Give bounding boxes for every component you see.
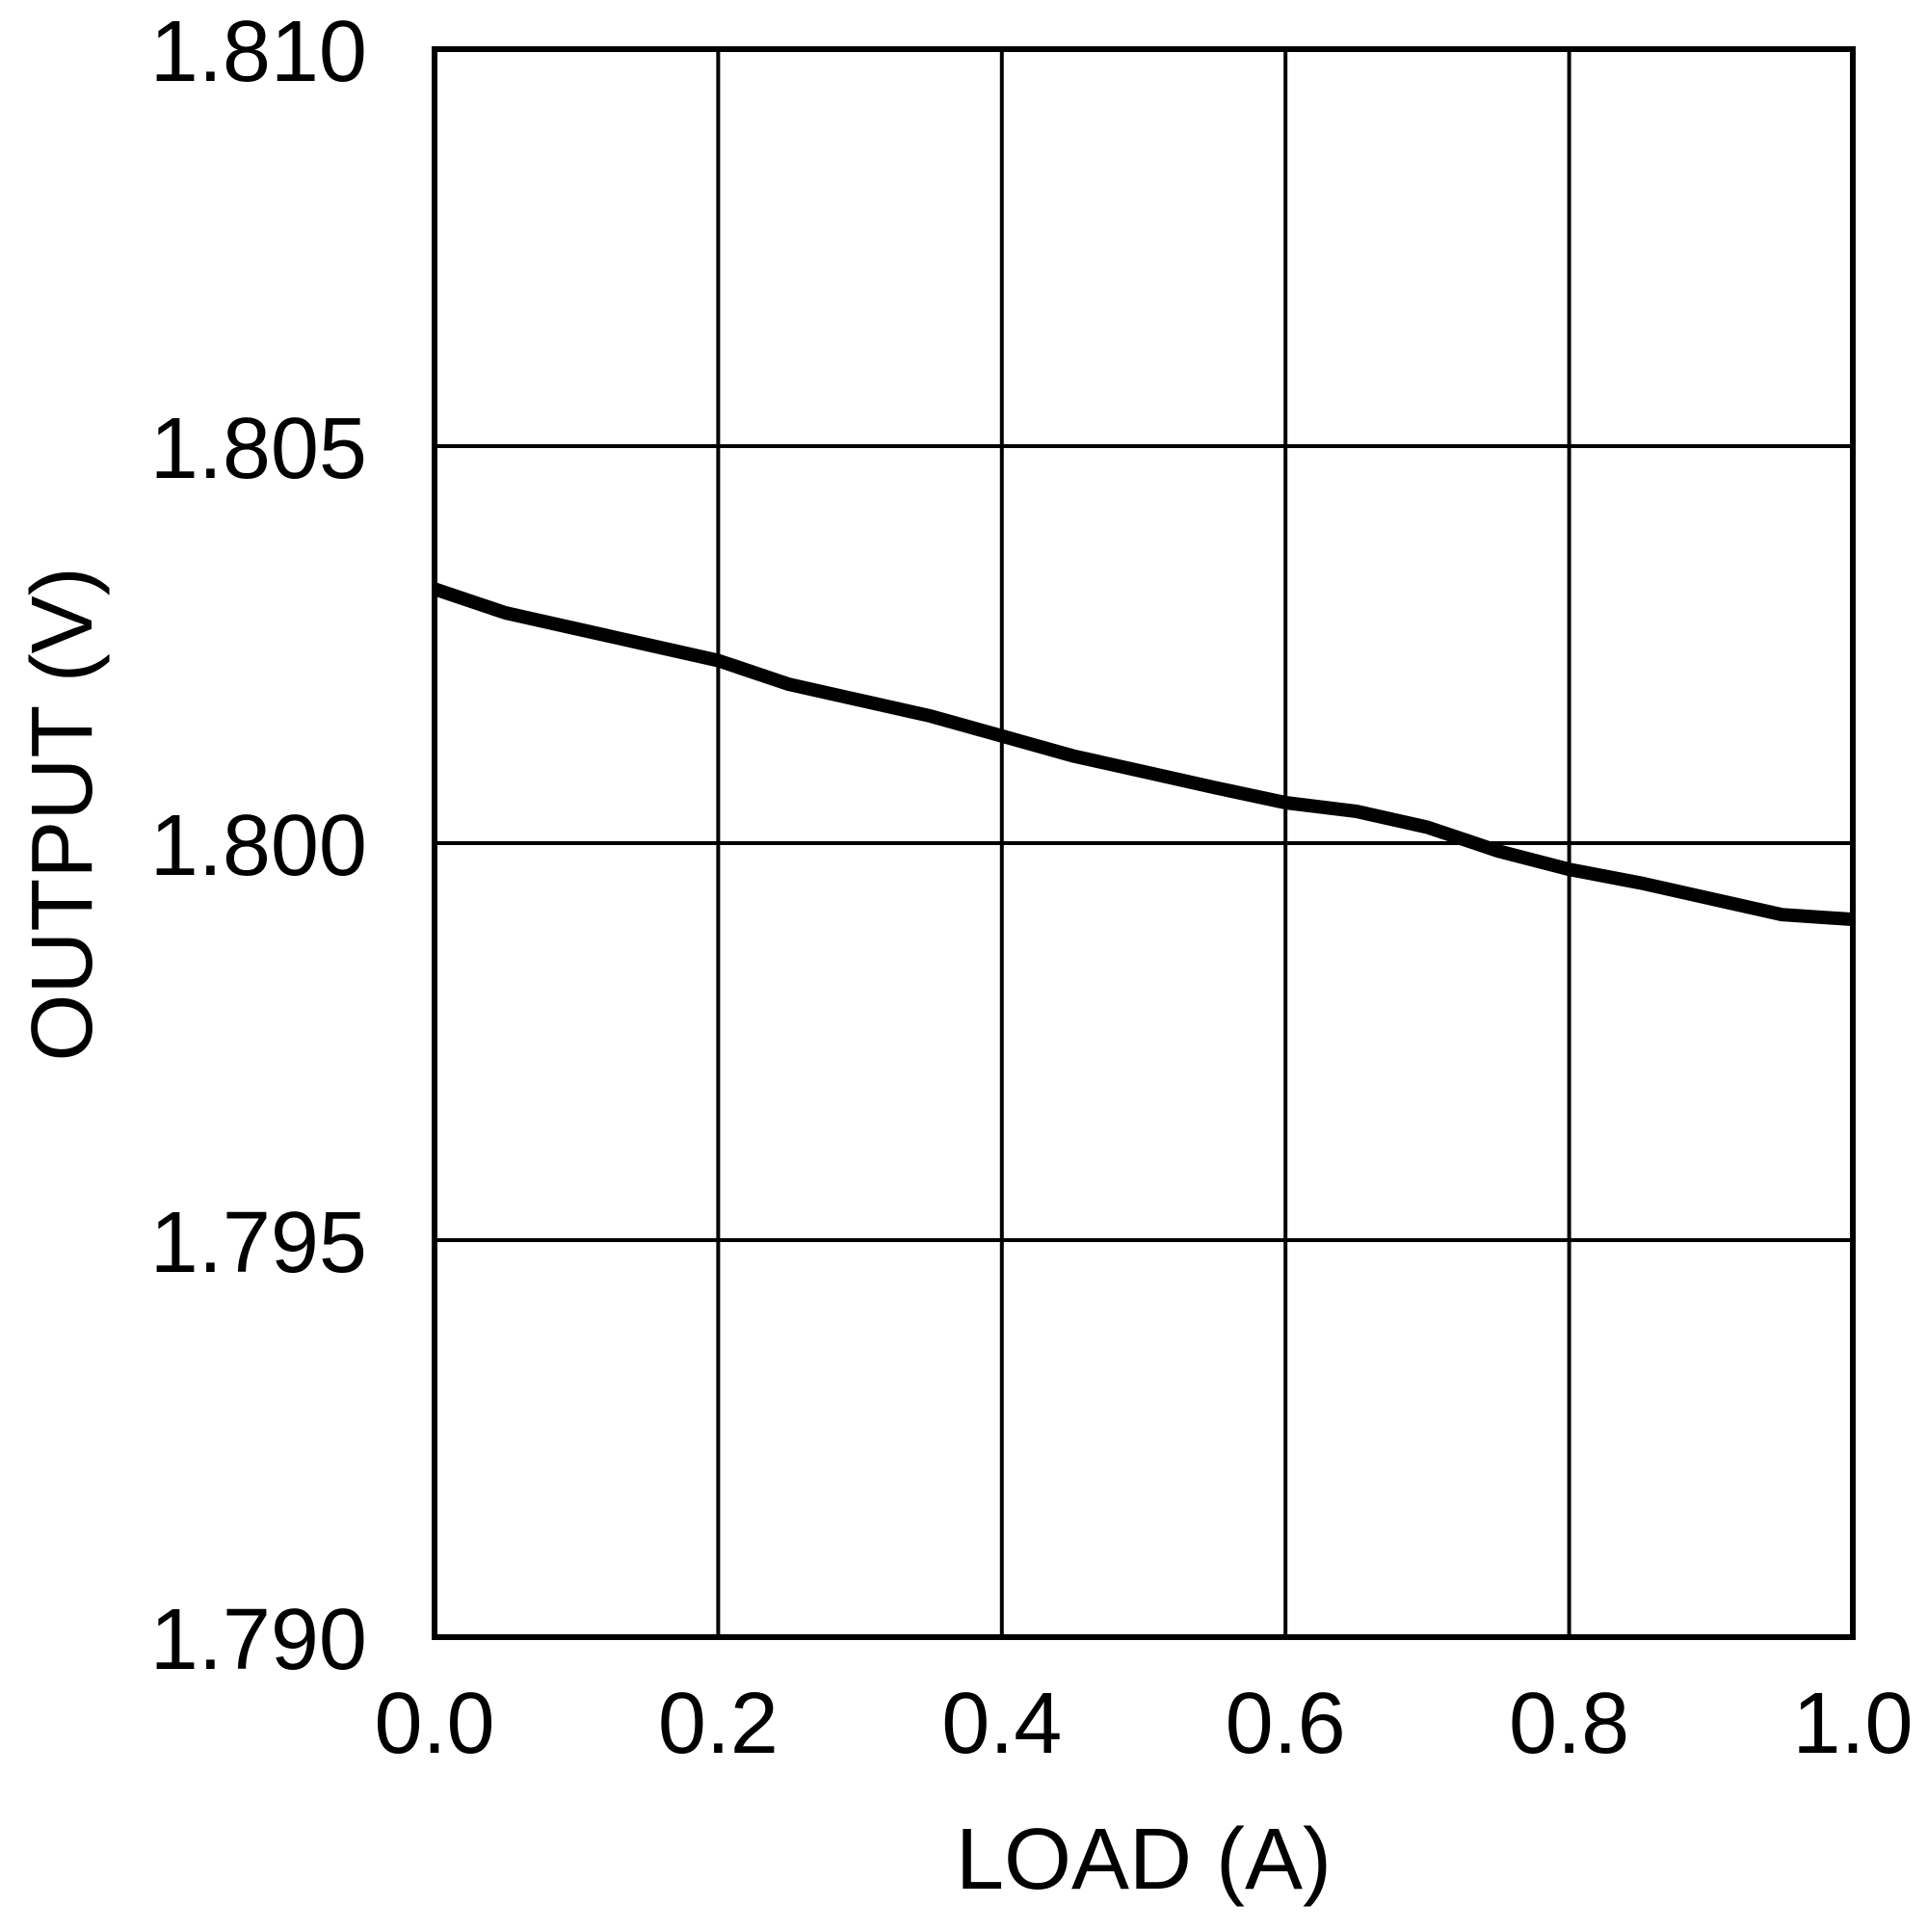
y-tick-label: 1.800 xyxy=(150,798,367,894)
x-tick-label: 0.0 xyxy=(374,1676,494,1772)
output-voltage-line xyxy=(432,582,1854,927)
x-axis-label: LOAD (A) xyxy=(956,1812,1332,1908)
y-tick-label: 1.805 xyxy=(150,401,367,497)
data-series xyxy=(432,582,1854,927)
x-tick-label: 0.8 xyxy=(1509,1676,1629,1772)
y-tick-label: 1.795 xyxy=(150,1195,367,1291)
y-axis-label: OUTPUT (V) xyxy=(14,567,111,1061)
x-tick-label: 0.4 xyxy=(941,1676,1062,1772)
plot-area-frame xyxy=(432,46,1856,1640)
x-tick-label: 0.6 xyxy=(1226,1676,1346,1772)
y-axis-tick-labels: 1.790 1.795 1.800 1.805 1.810 xyxy=(150,4,367,1688)
grid-lines xyxy=(433,47,1855,1639)
y-tick-label: 1.810 xyxy=(150,4,367,100)
x-axis-tick-labels: 0.0 0.2 0.4 0.6 0.8 1.0 xyxy=(374,1676,1913,1772)
x-tick-label: 1.0 xyxy=(1792,1676,1913,1772)
y-tick-label: 1.790 xyxy=(150,1592,367,1688)
x-tick-label: 0.2 xyxy=(658,1676,779,1772)
